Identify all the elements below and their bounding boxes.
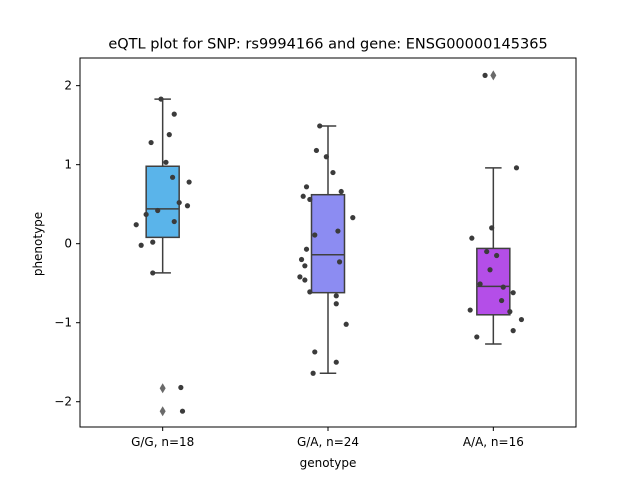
y-tick-label: −1 — [54, 316, 72, 330]
data-point — [148, 139, 154, 146]
y-tick-label: −2 — [54, 395, 72, 409]
data-point — [297, 274, 303, 280]
axes: −2 −1 0 1 2 G/G, n=18 G/A, n=24 A/A, n=16 — [54, 57, 577, 449]
data-point — [338, 188, 344, 195]
box-group — [297, 123, 356, 376]
data-point — [150, 239, 156, 245]
box-group — [467, 70, 525, 345]
data-point — [484, 248, 490, 255]
data-point — [184, 203, 191, 209]
plot-area — [133, 70, 525, 417]
box — [476, 247, 511, 316]
data-point — [333, 293, 339, 299]
data-point — [171, 218, 177, 225]
data-point — [178, 384, 184, 391]
data-point — [510, 328, 516, 334]
data-point — [312, 232, 318, 238]
data-point — [158, 96, 164, 102]
data-point — [343, 321, 349, 327]
data-point — [482, 72, 488, 78]
data-point — [333, 301, 339, 307]
data-point — [335, 228, 341, 234]
y-axis-label: phenotype — [31, 212, 45, 276]
data-point — [302, 277, 308, 283]
data-point — [330, 169, 336, 176]
data-point — [312, 349, 318, 355]
outlier-marker — [490, 70, 497, 81]
data-point — [303, 246, 310, 252]
data-point — [300, 193, 306, 199]
box — [310, 193, 346, 294]
data-point — [155, 207, 161, 214]
data-point — [477, 281, 483, 287]
y-tick-label: 2 — [64, 79, 72, 93]
data-point — [323, 154, 329, 160]
data-point — [469, 235, 475, 241]
y-tick-label: 0 — [64, 237, 72, 251]
outlier-marker — [159, 383, 166, 394]
data-point — [171, 111, 177, 117]
data-point — [138, 242, 144, 248]
data-point — [513, 165, 520, 171]
data-point — [350, 215, 356, 221]
data-point — [307, 289, 313, 295]
box-group — [133, 96, 192, 417]
data-point — [474, 334, 480, 340]
data-point — [313, 147, 320, 154]
data-point — [489, 225, 495, 231]
data-point — [143, 211, 149, 218]
data-point — [166, 132, 172, 138]
data-point — [169, 174, 176, 180]
data-point — [303, 184, 310, 190]
data-point — [487, 267, 493, 273]
data-point — [518, 316, 525, 323]
data-point — [310, 370, 316, 376]
data-point — [317, 123, 323, 129]
data-point — [186, 179, 192, 185]
data-point — [467, 307, 473, 313]
data-point — [507, 309, 513, 315]
data-point — [333, 359, 339, 365]
x-tick-label: G/G, n=18 — [131, 435, 194, 449]
data-point — [298, 256, 305, 263]
x-tick-label: G/A, n=24 — [297, 435, 359, 449]
data-point — [133, 222, 139, 228]
y-tick-label: 1 — [64, 158, 72, 172]
data-point — [163, 159, 169, 165]
x-axis-label: genotype — [300, 456, 357, 470]
data-point — [150, 270, 156, 276]
data-point — [336, 259, 343, 265]
data-point — [179, 408, 186, 414]
outlier-marker — [159, 406, 166, 417]
data-point — [510, 290, 516, 296]
data-point — [494, 252, 500, 259]
data-point — [176, 199, 182, 206]
data-point — [499, 297, 505, 304]
x-tick-label: A/A, n=16 — [463, 435, 524, 449]
chart-title: eQTL plot for SNP: rs9994166 and gene: E… — [108, 37, 547, 53]
data-point — [307, 196, 313, 203]
data-point — [500, 284, 506, 290]
data-point — [302, 263, 308, 269]
